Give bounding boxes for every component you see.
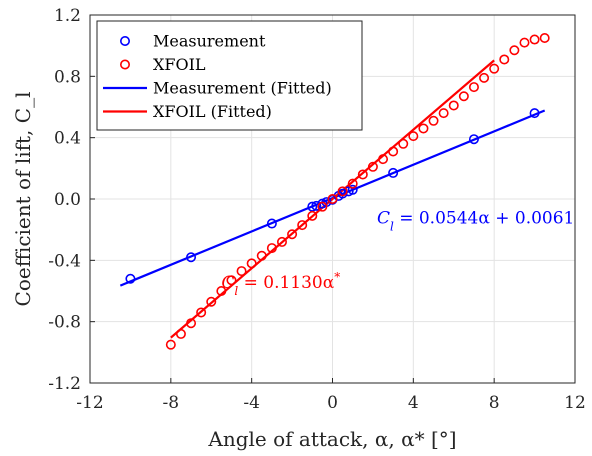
x-tick-label: -4 — [243, 393, 260, 413]
y-axis-ticks: -1.2 -0.8 -0.4 0.0 0.4 0.8 1.2 — [48, 6, 95, 394]
xfoil-point — [388, 146, 399, 157]
measurement-point — [311, 200, 322, 211]
xfoil-point — [539, 32, 550, 43]
fit-equation-1: Cl = 0.0544α + 0.0061 — [377, 209, 574, 234]
xfoil-point — [226, 275, 237, 286]
plot-area — [119, 32, 550, 350]
xfoil-point — [408, 131, 419, 142]
y-tick-label: -0.4 — [48, 251, 81, 271]
xfoil-point — [418, 123, 429, 134]
xfoil-point — [297, 220, 308, 231]
legend-label-measurement: Measurement — [153, 32, 266, 51]
legend-label-xfoil-fitted: XFOIL (Fitted) — [153, 102, 272, 121]
y-axis-label: Coefficient of lift, C_l — [11, 92, 35, 307]
measurement-point — [529, 108, 540, 119]
xfoil-point — [216, 285, 227, 296]
x-tick-label: -8 — [163, 393, 180, 413]
xfoil-point — [367, 161, 378, 172]
xfoil-point — [398, 138, 409, 149]
xfoil-point — [287, 229, 298, 240]
x-tick-label: 12 — [564, 393, 586, 413]
measurement-point — [186, 252, 197, 263]
xfoil-point — [509, 45, 520, 56]
xfoil-point — [165, 339, 176, 350]
x-tick-label: 0 — [327, 393, 338, 413]
xfoil-point — [256, 250, 267, 261]
data-markers — [125, 32, 550, 350]
xfoil-point — [186, 318, 197, 329]
xfoil-point — [499, 54, 510, 65]
x-axis-ticks: -12 -8 -4 0 4 8 12 — [76, 378, 586, 413]
xfoil-point — [236, 266, 247, 277]
legend: Measurement XFOIL Measurement (Fitted) XFOI… — [96, 20, 363, 131]
xfoil-point — [206, 296, 217, 307]
xfoil-point — [519, 37, 530, 48]
xfoil-point — [276, 236, 287, 247]
measurement-point — [468, 134, 479, 145]
xfoil-point — [489, 63, 500, 74]
xfoil-point — [438, 108, 449, 119]
fit-equation-2: Cl = 0.1130α* — [221, 270, 340, 298]
xfoil-point — [266, 243, 277, 254]
xfoil-point — [529, 34, 540, 45]
x-tick-label: 8 — [489, 393, 500, 413]
xfoil-point — [196, 307, 207, 318]
fitted-lines — [119, 59, 546, 339]
y-tick-label: -1.2 — [48, 374, 81, 394]
xfoil-point — [246, 258, 257, 269]
measurement-point — [307, 201, 318, 212]
y-tick-label: -0.8 — [48, 313, 81, 333]
equation-annotations: Cl = 0.0544α + 0.0061 Cl = 0.1130α* — [221, 209, 574, 298]
xfoil-point — [448, 100, 459, 111]
legend-marker-measurement — [120, 35, 131, 46]
y-tick-label: 0.8 — [54, 67, 81, 87]
xfoil-point — [307, 210, 318, 221]
measurement-point — [266, 218, 277, 229]
xfoil-point — [347, 178, 358, 189]
x-tick-label: -12 — [76, 393, 103, 413]
x-axis-label: Angle of attack, α, α* [°] — [207, 427, 456, 451]
xfoil-point — [458, 91, 469, 102]
y-tick-label: 0.4 — [54, 129, 81, 149]
xfoil-point — [317, 201, 328, 212]
y-tick-label: 1.2 — [54, 6, 81, 26]
legend-label-measurement-fitted: Measurement (Fitted) — [153, 79, 332, 98]
xfoil-point — [327, 194, 338, 205]
xfoil-point — [357, 169, 368, 180]
xfoil-point — [175, 328, 186, 339]
xfoil-point — [428, 115, 439, 126]
xfoil-point — [337, 186, 348, 197]
legend-marker-xfoil — [120, 59, 131, 70]
measurement-point — [125, 273, 136, 284]
xfoil-point — [468, 82, 479, 93]
measurement-point — [388, 167, 399, 178]
x-tick-label: 4 — [408, 393, 419, 413]
y-tick-label: 0.0 — [54, 190, 81, 210]
measurement-point — [347, 184, 358, 195]
xfoil-point — [479, 72, 490, 83]
xfoil-fitted-line — [170, 59, 495, 339]
legend-label-xfoil: XFOIL — [153, 55, 206, 74]
xfoil-point — [378, 154, 389, 165]
